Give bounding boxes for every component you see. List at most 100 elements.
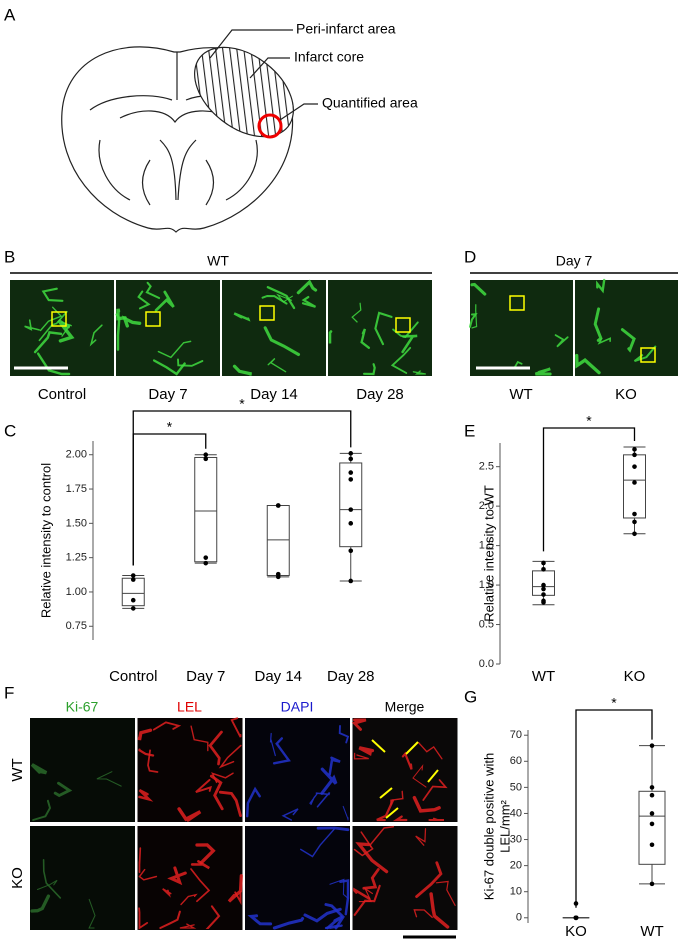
vessel (227, 874, 243, 903)
vessel (316, 826, 350, 832)
vessel (205, 905, 221, 930)
data-point (649, 842, 655, 848)
vessel (422, 779, 448, 801)
vessel (362, 868, 380, 890)
y-tick-label: 60 (510, 755, 522, 767)
arrow (379, 787, 393, 799)
vessel (180, 893, 198, 906)
vessel (597, 337, 612, 345)
panel-label: E (464, 421, 475, 440)
data-point (348, 507, 354, 512)
vessel (355, 842, 389, 874)
x-tick-label: KO (624, 668, 646, 685)
data-point (541, 592, 546, 597)
roi-box (145, 311, 161, 327)
x-tick-label: WT (532, 668, 555, 685)
vessel (266, 286, 296, 310)
vessel (342, 805, 349, 821)
data-point (541, 586, 546, 592)
data-point (130, 577, 136, 582)
vessel (30, 894, 51, 913)
row-label: KO (9, 867, 26, 889)
data-point (632, 511, 637, 517)
panel-title: WT (207, 253, 229, 269)
data-point (130, 573, 136, 578)
vessel (208, 730, 223, 766)
vessel (261, 295, 288, 305)
y-tick-label: 40 (510, 807, 522, 819)
significance-label: * (167, 419, 173, 435)
vessel (534, 367, 552, 376)
data-point (632, 452, 637, 458)
image-label: KO (615, 386, 637, 403)
vessel (36, 352, 71, 376)
micrograph (137, 718, 243, 822)
image-label: WT (509, 386, 532, 403)
vessel (401, 334, 418, 354)
vessel (36, 879, 58, 891)
vessel (338, 724, 350, 744)
vessel (353, 887, 371, 900)
vessel (41, 287, 64, 302)
column-label: DAPI (281, 699, 314, 715)
data-point (203, 560, 209, 566)
column-label: Ki-67 (66, 699, 99, 715)
y-tick-label: 30 (510, 833, 522, 845)
roi-box (51, 311, 67, 327)
vessel (218, 744, 242, 769)
data-point (632, 464, 637, 469)
annotation: Peri-infarct area (296, 21, 396, 37)
data-point (649, 821, 655, 827)
vessel (309, 793, 318, 806)
box (266, 505, 290, 576)
vessel (177, 358, 204, 367)
vessel (272, 916, 305, 930)
vessel (299, 828, 335, 858)
panel-label: B (4, 247, 15, 266)
significance-bracket (542, 427, 636, 552)
data-point (649, 743, 655, 748)
annotation: Infarct core (294, 49, 364, 65)
vessel (620, 328, 636, 353)
vessel (145, 281, 161, 300)
data-point (203, 452, 209, 458)
panel-label: G (464, 687, 477, 706)
roi-box (509, 295, 525, 311)
vessel (177, 807, 202, 822)
data-point (348, 578, 354, 584)
micrographs (10, 278, 678, 930)
y-axis-label: LEL/mm² (497, 799, 512, 852)
y-tick-label: 0 (516, 912, 522, 924)
micrograph (575, 280, 678, 376)
y-axis-label: Relative intensity to WT (481, 485, 496, 622)
arrow (385, 807, 399, 819)
vessel (230, 717, 242, 738)
vessel (138, 907, 149, 930)
y-axis-label: Relative intensity to control (38, 463, 53, 618)
data-point (573, 915, 579, 921)
vessel (247, 914, 273, 926)
data-point (541, 600, 546, 605)
vessel (209, 774, 224, 811)
y-tick-label: 1.5 (479, 540, 494, 552)
vessel (329, 878, 349, 899)
y-tick-label: 1.25 (66, 552, 87, 564)
vessel (138, 847, 142, 874)
y-tick-label: 1.0 (479, 579, 494, 591)
data-point (130, 597, 136, 603)
vessel (328, 756, 341, 776)
data-point (130, 606, 136, 611)
y-tick-label: 1.50 (66, 517, 87, 529)
significance-label: * (239, 396, 245, 412)
data-point (541, 566, 546, 572)
micrograph (30, 826, 135, 930)
vessel (596, 278, 606, 294)
vessel (138, 868, 158, 881)
significance-label: * (586, 413, 592, 429)
vessel (190, 860, 210, 870)
vessel (415, 828, 427, 846)
brain-diagram (61, 29, 318, 233)
data-point (649, 792, 655, 798)
micrograph (352, 826, 458, 930)
